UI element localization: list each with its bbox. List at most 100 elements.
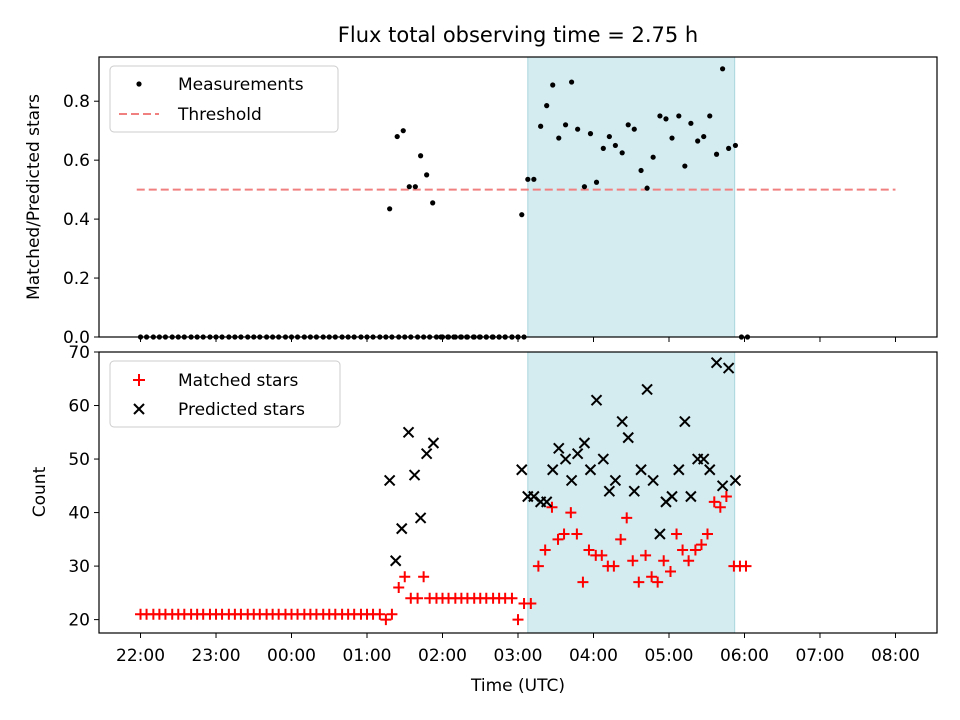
predicted-star-point bbox=[590, 394, 603, 406]
measurement-point bbox=[587, 131, 594, 137]
measurement-point bbox=[606, 133, 612, 140]
measurement-point bbox=[400, 128, 406, 134]
panel-bottom: 20 30 40 50 60 70 22:00 23:00 00:00 01:00 02:00 03… bbox=[30, 343, 938, 696]
measurement-point bbox=[550, 82, 556, 88]
predicted-star-point bbox=[540, 496, 553, 508]
matched-star-point bbox=[418, 571, 430, 583]
predicted-star-point bbox=[635, 464, 647, 476]
measurement-point bbox=[612, 142, 618, 149]
matched-star-point bbox=[512, 614, 524, 626]
measurement-point bbox=[519, 212, 525, 218]
x-tick-label: 00:00 bbox=[267, 646, 316, 666]
matched-star-point bbox=[374, 608, 386, 620]
x-tick-label: 05:00 bbox=[644, 646, 693, 666]
predicted-star-point bbox=[654, 528, 666, 540]
measurement-point bbox=[406, 184, 412, 190]
measurement-point bbox=[593, 179, 600, 185]
matched-star-point bbox=[399, 571, 411, 583]
matched-star-point bbox=[615, 533, 627, 545]
matched-star-point bbox=[740, 560, 752, 572]
legend-top: Measurements Threshold bbox=[109, 65, 339, 133]
legend-label-threshold: Threshold bbox=[177, 105, 262, 125]
measurement-point bbox=[657, 113, 663, 119]
predicted-star-point bbox=[408, 469, 421, 481]
x-axis-label: Time (UTC) bbox=[470, 676, 565, 696]
measurement-point bbox=[531, 176, 537, 182]
predicted-star-point bbox=[603, 485, 616, 497]
x-tick-label: 08:00 bbox=[871, 646, 920, 666]
matched-star-point bbox=[633, 576, 645, 588]
matched-star-point bbox=[565, 507, 577, 519]
predicted-star-point bbox=[729, 474, 742, 487]
predicted-star-point bbox=[389, 555, 402, 567]
marks-bottom bbox=[135, 356, 752, 626]
matched-star-point bbox=[665, 565, 677, 577]
measurement-point bbox=[732, 142, 739, 149]
predicted-star-point bbox=[528, 490, 540, 503]
measurement-point bbox=[707, 113, 713, 119]
measurement-point bbox=[625, 122, 631, 128]
predicted-star-point bbox=[616, 415, 628, 428]
measurement-point bbox=[701, 133, 707, 140]
matched-star-point bbox=[640, 549, 652, 561]
matched-star-point bbox=[627, 555, 639, 567]
panel-top: 0.00.20.40.60.8 Matched/Predicted stars … bbox=[24, 56, 938, 348]
y-ticks-bottom: 20 30 40 50 60 70 bbox=[68, 343, 99, 631]
predicted-star-point bbox=[628, 485, 640, 497]
matched-star-point bbox=[571, 528, 583, 540]
measurement-point bbox=[688, 120, 694, 126]
matched-star-point bbox=[658, 555, 670, 567]
y-tick-label: 30 bbox=[68, 557, 90, 577]
predicted-star-point bbox=[722, 362, 735, 374]
y-tick-label: 0.2 bbox=[63, 269, 90, 289]
matched-star-point bbox=[714, 501, 726, 513]
x-tick-label: 04:00 bbox=[569, 646, 618, 666]
x-tick-label: 01:00 bbox=[343, 646, 392, 666]
matched-star-point bbox=[577, 576, 589, 588]
predicted-star-point bbox=[559, 453, 572, 465]
matched-star-point bbox=[546, 501, 558, 513]
measurement-point bbox=[663, 116, 669, 122]
predicted-star-point bbox=[420, 447, 433, 460]
matched-star-point bbox=[652, 576, 664, 588]
predicted-star-point bbox=[402, 426, 415, 438]
y-tick-label: 20 bbox=[68, 611, 90, 631]
x-tick-label: 06:00 bbox=[720, 646, 769, 666]
predicted-star-point bbox=[383, 474, 396, 487]
predicted-star-point bbox=[414, 512, 427, 524]
predicted-star-point bbox=[547, 464, 559, 476]
observing-window-shade-top bbox=[527, 56, 736, 338]
predicted-star-point bbox=[553, 442, 565, 455]
matched-star-point bbox=[525, 598, 537, 610]
measurement-point bbox=[412, 184, 418, 190]
y-tick-label: 60 bbox=[68, 397, 90, 417]
measurement-point bbox=[644, 185, 650, 191]
legend-bottom: Matched stars Predicted stars bbox=[109, 360, 341, 428]
measurement-point bbox=[387, 206, 393, 212]
predicted-star-point bbox=[597, 453, 610, 465]
measurement-point bbox=[581, 184, 588, 190]
predicted-star-point bbox=[396, 522, 408, 535]
measurement-point bbox=[418, 153, 424, 159]
y-tick-label: 0.4 bbox=[63, 210, 90, 230]
legend-label-matched: Matched stars bbox=[178, 371, 298, 391]
matched-star-point bbox=[583, 544, 595, 556]
matched-star-point bbox=[393, 582, 405, 594]
x-tick-label: 02:00 bbox=[418, 646, 467, 666]
legend-label-measurements: Measurements bbox=[178, 75, 304, 95]
matched-star-point bbox=[720, 491, 732, 503]
legend-marker-predicted bbox=[133, 403, 145, 415]
measurement-point bbox=[525, 176, 531, 182]
predicted-star-point bbox=[571, 447, 584, 460]
measurement-point bbox=[726, 145, 732, 151]
measurement-point bbox=[631, 126, 637, 132]
measurement-point bbox=[600, 145, 606, 151]
predicted-star-point bbox=[622, 431, 634, 444]
observing-window-shade-bottom bbox=[527, 351, 736, 634]
measurement-point bbox=[556, 135, 562, 141]
matched-star-point bbox=[412, 592, 424, 604]
chart-title: Flux total observing time = 2.75 h bbox=[338, 23, 698, 47]
predicted-star-point bbox=[679, 415, 691, 428]
y-tick-label: 50 bbox=[68, 450, 90, 470]
predicted-star-point bbox=[427, 437, 440, 449]
